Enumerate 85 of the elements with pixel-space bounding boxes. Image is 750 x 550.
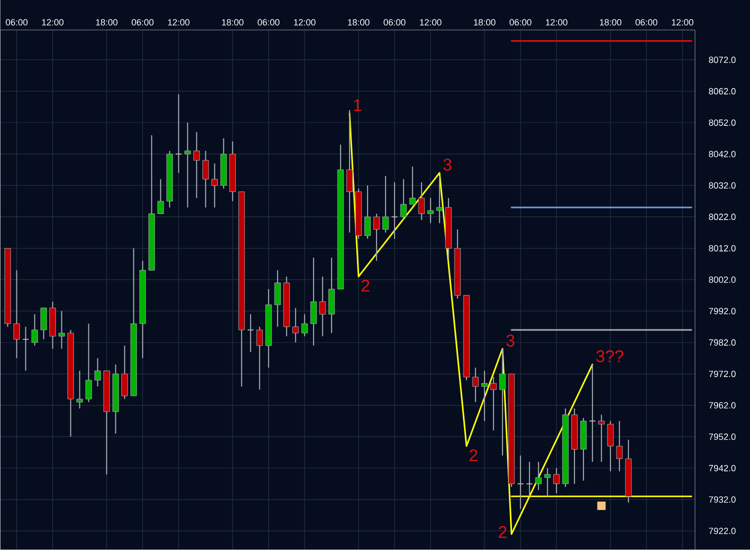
- candlestick: [76, 370, 83, 409]
- candlestick: [202, 150, 209, 208]
- candlestick: [418, 182, 425, 221]
- candlestick: [184, 122, 191, 208]
- candlestick: [85, 323, 92, 403]
- candlestick: [544, 468, 551, 497]
- x-tick-label: 12:00: [294, 19, 316, 26]
- y-tick-label: 8062.0: [708, 88, 736, 94]
- x-tick-label: 18:00: [96, 19, 118, 26]
- candlestick: [517, 454, 524, 510]
- x-tick-label: 12:00: [546, 19, 568, 26]
- y-tick-label: 8032.0: [708, 182, 736, 189]
- x-tick-label: 18:00: [600, 19, 622, 26]
- candlestick: [481, 370, 488, 422]
- candlestick: [247, 314, 254, 352]
- candlestick: [175, 94, 182, 174]
- candlestick: [373, 213, 380, 262]
- candlestick: [121, 345, 128, 400]
- candlestick: [211, 162, 218, 208]
- candlestick: [274, 270, 281, 328]
- candlestick: [588, 364, 596, 462]
- y-tick-label: 8042.0: [708, 150, 736, 158]
- x-tick-label: 06:00: [384, 19, 406, 26]
- candlestick: [13, 270, 20, 359]
- y-tick-label: 7982.0: [708, 339, 736, 346]
- candlestick: [301, 314, 308, 337]
- x-tick-label: 06:00: [258, 19, 280, 26]
- candlestick: [598, 414, 605, 462]
- candlestick: [490, 376, 497, 431]
- candlestick: [382, 175, 389, 234]
- candlestick: [607, 420, 614, 472]
- candlestick: [535, 461, 542, 491]
- candlestick: [553, 468, 560, 494]
- candlestick: [310, 257, 317, 346]
- y-tick-label: 8072.0: [708, 56, 736, 63]
- candlestick: [319, 276, 326, 337]
- y-tick-label: 7942.0: [708, 464, 736, 472]
- candlestick: [427, 197, 434, 224]
- x-tick-label: 06:00: [510, 19, 532, 26]
- x-tick-label: 06:00: [132, 19, 154, 26]
- candlestick: [193, 131, 200, 199]
- candlestick: [499, 348, 506, 456]
- x-tick-label: 18:00: [348, 19, 370, 26]
- candlestick: [616, 420, 623, 472]
- y-tick-label: 8052.0: [708, 119, 736, 126]
- x-tick-label: 12:00: [42, 19, 64, 26]
- candlestick: [346, 109, 353, 234]
- candlestick: [391, 182, 398, 240]
- candlestick: [400, 178, 407, 221]
- annotation: 2: [470, 449, 478, 462]
- y-tick-label: 7962.0: [708, 402, 736, 408]
- candlestick: [157, 178, 164, 214]
- y-tick-label: 7922.0: [708, 528, 736, 534]
- x-tick-label: 12:00: [168, 19, 190, 26]
- y-tick-label: 8022.0: [708, 214, 736, 220]
- candlestick: [58, 310, 65, 350]
- candlestick: [436, 175, 443, 224]
- y-tick-label: 7932.0: [708, 496, 736, 503]
- annotation: 1: [354, 99, 362, 111]
- annotation: 3: [443, 158, 452, 171]
- annotation: 2: [362, 280, 370, 292]
- candlestick: [526, 461, 533, 497]
- candlestick: [409, 166, 416, 205]
- candlestick: [22, 326, 30, 372]
- candlestick: [256, 326, 263, 390]
- y-tick-label: 7952.0: [708, 434, 736, 440]
- x-tick-label: 18:00: [474, 19, 496, 26]
- candlestick: [292, 307, 299, 344]
- x-tick-label: 18:00: [222, 19, 244, 26]
- y-tick-label: 7992.0: [708, 308, 736, 314]
- y-tick-label: 8012.0: [708, 245, 736, 252]
- y-tick-label: 8002.0: [708, 276, 736, 283]
- x-tick-label: 12:00: [420, 19, 442, 26]
- y-tick-label: 7972.0: [708, 370, 736, 378]
- candlestick: [472, 367, 479, 403]
- x-tick-label: 12:00: [672, 19, 694, 26]
- annotation: 2: [498, 526, 506, 538]
- x-tick-label: 06:00: [6, 19, 28, 26]
- annotation: 3??: [596, 350, 624, 362]
- candlestick: [31, 314, 38, 346]
- x-tick-label: 06:00: [636, 19, 658, 26]
- annotation: 3: [506, 334, 514, 347]
- candlestick: [364, 184, 371, 240]
- candlestick: [94, 358, 101, 387]
- candlestick: [40, 307, 47, 340]
